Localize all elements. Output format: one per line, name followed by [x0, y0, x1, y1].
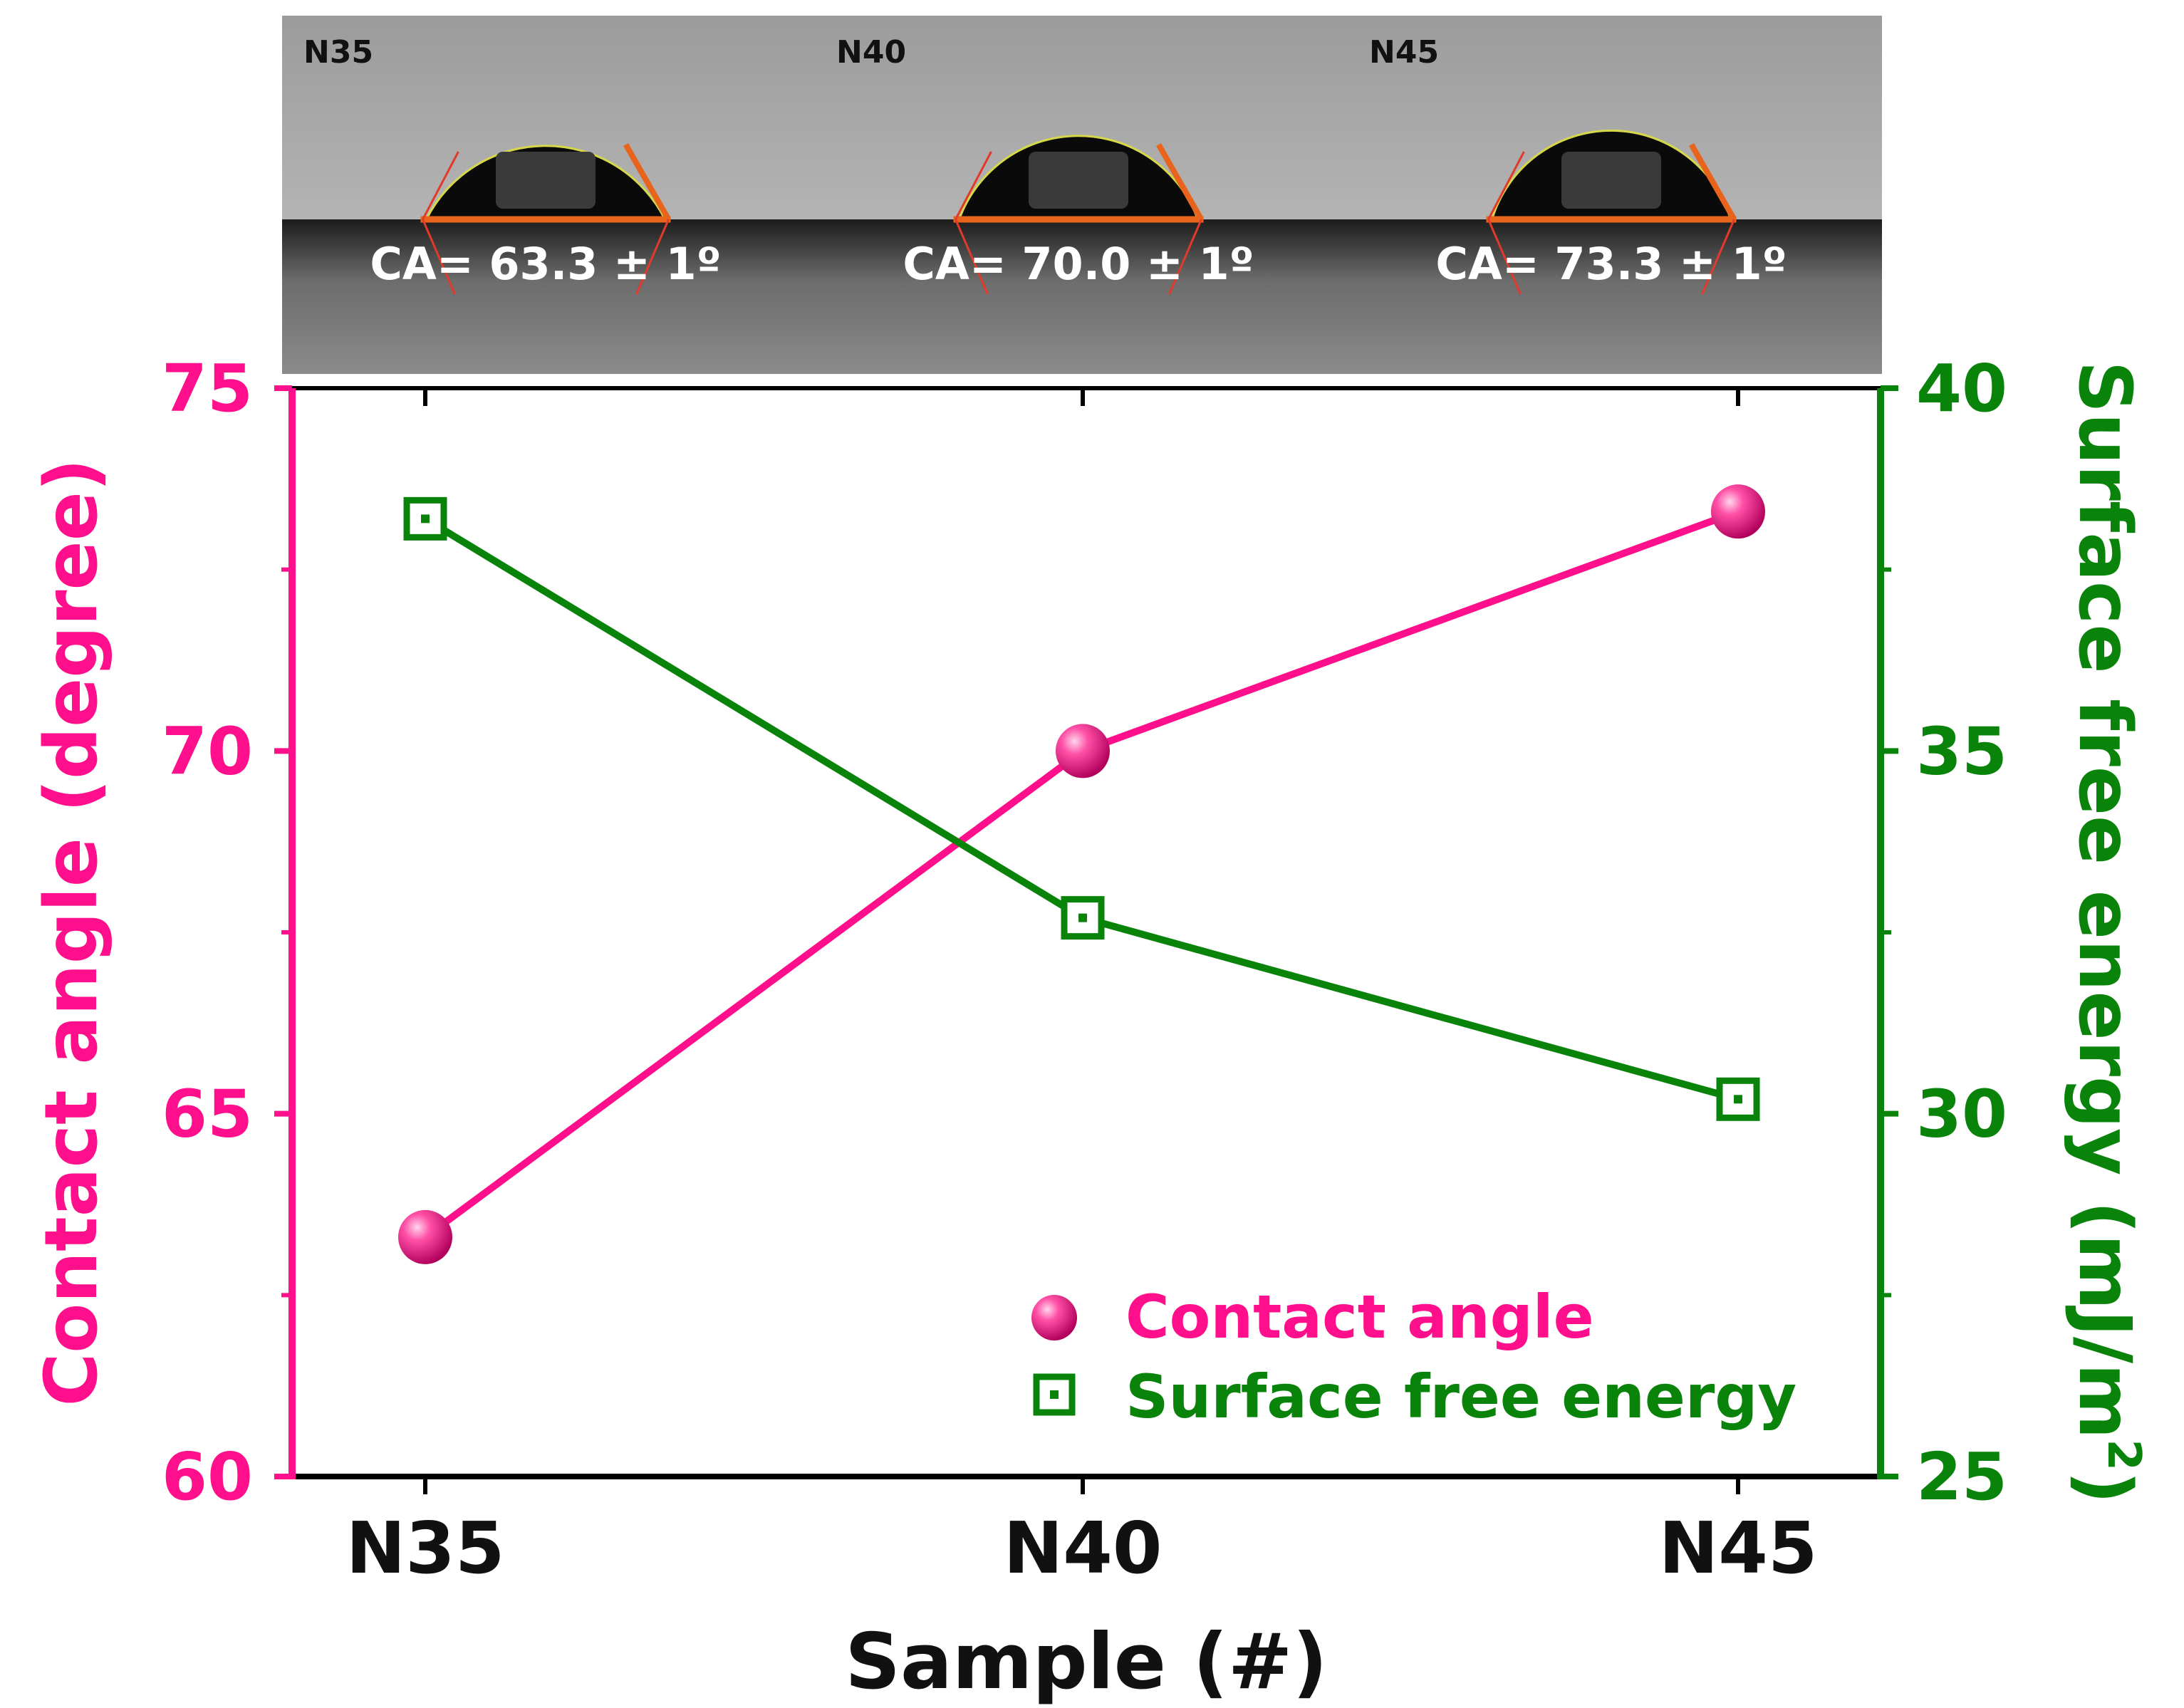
- plot-area: 60 65 70 75 25 30 35 40 N35 N40 N45: [162, 350, 2007, 1590]
- right-tick-label: 30: [1916, 1076, 2007, 1152]
- contact-angle-point: [1711, 484, 1765, 539]
- photo-substrate: [282, 219, 816, 374]
- series-line-surface-free-energy: [423, 516, 1740, 1103]
- left-axis-title: Contact angle (degree): [29, 458, 114, 1406]
- photo-label: N35: [303, 34, 373, 71]
- series-markers: [398, 484, 1765, 1264]
- right-tick-label: 35: [1916, 713, 2007, 789]
- contact-angle-point: [398, 1209, 452, 1264]
- legend: Contact angle Surface free energy: [1031, 1282, 1796, 1432]
- contact-angle-point: [1056, 724, 1110, 779]
- x-axis-title: Sample (#): [845, 1618, 1328, 1707]
- reflection-marker-left: [955, 219, 989, 295]
- right-tick-label: 25: [1916, 1439, 2007, 1515]
- reflection-marker-left: [422, 219, 456, 295]
- legend-marker-surface-free-energy: [1033, 1373, 1076, 1416]
- photo-label: N45: [1369, 34, 1439, 71]
- droplet-photo-n40: N40 CA= 70.0 ± 1º: [815, 16, 1349, 374]
- legend-marker-contact-angle: [1031, 1295, 1077, 1340]
- legend-label-surface-free-energy: Surface free energy: [1125, 1362, 1796, 1432]
- left-axis-ticks: 60 65 70 75: [162, 350, 292, 1515]
- right-axis-title: Surface free energy (mJ/m2): [2062, 360, 2150, 1504]
- contact-angle-caption: CA= 73.3 ± 1º: [1435, 238, 1787, 290]
- left-tick-label: 60: [162, 1439, 253, 1515]
- droplet-reflection: [496, 152, 596, 209]
- legend-label-contact-angle: Contact angle: [1125, 1282, 1594, 1352]
- surface-free-energy-point-center: [1078, 913, 1087, 922]
- x-axis-ticks: N35 N40 N45: [346, 388, 1818, 1590]
- droplet-reflection: [1029, 152, 1128, 209]
- contact-angle-caption: CA= 63.3 ± 1º: [370, 238, 721, 290]
- legend-marker-surface-free-energy-center: [1050, 1390, 1059, 1399]
- tangent-marker-left: [1487, 151, 1525, 220]
- right-axis-title-main: Surface free energy (mJ/m: [2062, 360, 2147, 1439]
- reflection-marker-right: [1701, 219, 1735, 295]
- reflection-marker-right: [1168, 219, 1202, 295]
- series-line-contact-angle: [423, 508, 1740, 1240]
- droplet-photo-n35: N35 CA= 63.3 ± 1º: [282, 16, 816, 374]
- droplet-reflection: [1561, 152, 1661, 209]
- reflection-marker-left: [1487, 219, 1522, 295]
- tangent-marker: [1156, 143, 1204, 221]
- surface-free-energy-point-center: [421, 514, 430, 524]
- series-lines: [423, 508, 1740, 1240]
- tangent-marker: [623, 143, 671, 221]
- photo-substrate: [1348, 219, 1882, 374]
- right-axis-title-superscript: 2: [2097, 1439, 2150, 1471]
- right-tick-label: 40: [1916, 350, 2007, 427]
- right-axis-title-end: ): [2062, 1471, 2147, 1504]
- contact-angle-caption: CA= 70.0 ± 1º: [903, 238, 1254, 290]
- left-tick-label: 65: [162, 1076, 253, 1152]
- reflection-marker-right: [635, 219, 670, 295]
- right-axis-ticks: 25 30 35 40: [1881, 350, 2007, 1515]
- photo-label: N40: [836, 34, 906, 71]
- left-tick-label: 70: [162, 713, 253, 789]
- photo-substrate: [815, 219, 1349, 374]
- droplet-photo-n45: N45 CA= 73.3 ± 1º: [1348, 16, 1882, 374]
- surface-free-energy-point-center: [1734, 1095, 1742, 1104]
- tangent-marker-left: [955, 151, 992, 220]
- droplet-image-strip: N35 CA= 63.3 ± 1º N40 CA= 70.0 ± 1º N45 CA= 7…: [282, 16, 1882, 374]
- tangent-marker: [1689, 143, 1737, 221]
- x-tick-label: N35: [346, 1506, 505, 1590]
- left-tick-label: 75: [162, 350, 253, 427]
- tangent-marker-left: [422, 151, 459, 220]
- x-tick-label: N45: [1659, 1506, 1818, 1590]
- x-tick-label: N40: [1004, 1506, 1163, 1590]
